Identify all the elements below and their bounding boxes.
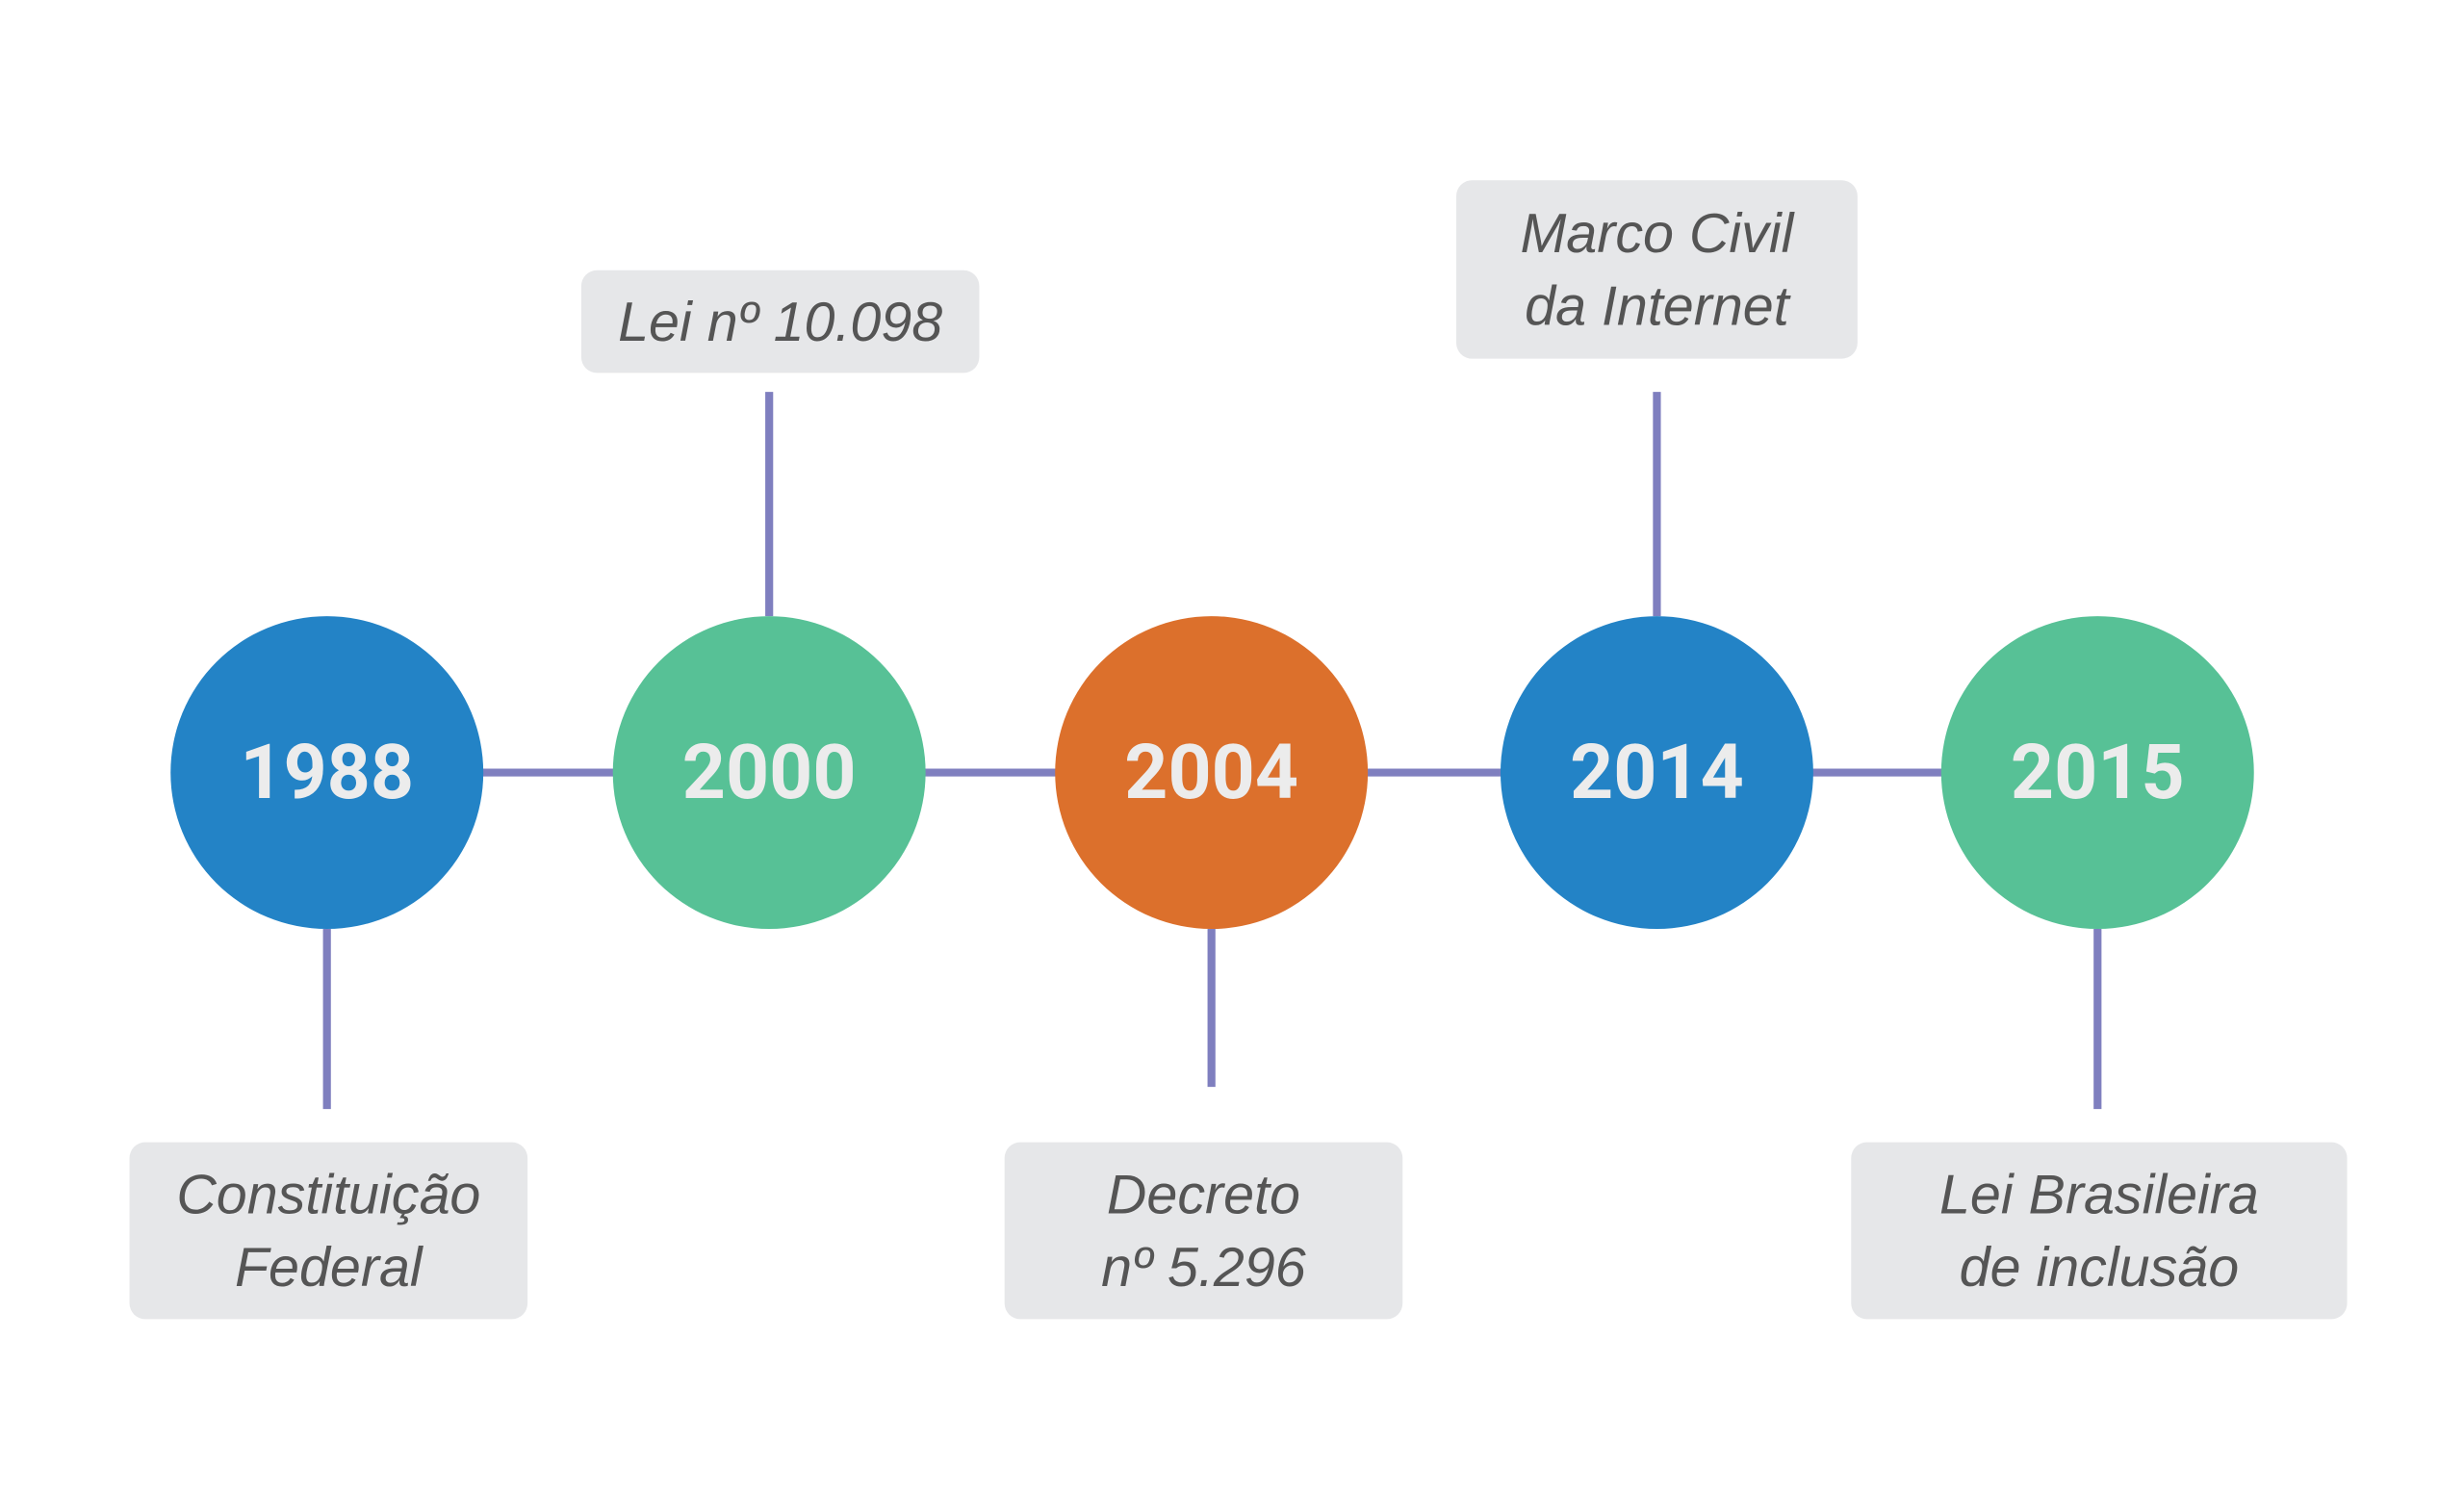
label-line: nº 5.296 — [1101, 1237, 1306, 1299]
year-circle — [1940, 616, 2254, 930]
label-box — [1851, 1142, 2348, 1320]
year: 2004 — [1124, 729, 1298, 817]
label-line: Decreto — [1107, 1164, 1300, 1225]
label-box — [580, 270, 980, 373]
year: 2000 — [682, 729, 857, 817]
label-box — [1456, 180, 1858, 359]
label-line: da Internet — [1525, 275, 1791, 337]
label-line: Lei Brasileira — [1939, 1164, 2259, 1225]
year-circle — [170, 616, 484, 930]
label-line: Lei nº 10.098 — [618, 292, 942, 353]
year: 2015 — [2011, 729, 2185, 817]
label-line: Marco Civil — [1520, 203, 1795, 265]
label-line: Constituição — [176, 1164, 480, 1225]
label-line: de inclusão — [1960, 1237, 2240, 1299]
label-line: Federal — [235, 1237, 424, 1299]
year-circle — [1055, 616, 1369, 930]
label-box — [1004, 1142, 1403, 1320]
label-box — [129, 1142, 528, 1320]
year: 2014 — [1570, 729, 1744, 817]
year-circle — [1500, 616, 1813, 930]
year-circle — [612, 616, 926, 930]
year: 1988 — [240, 729, 414, 817]
